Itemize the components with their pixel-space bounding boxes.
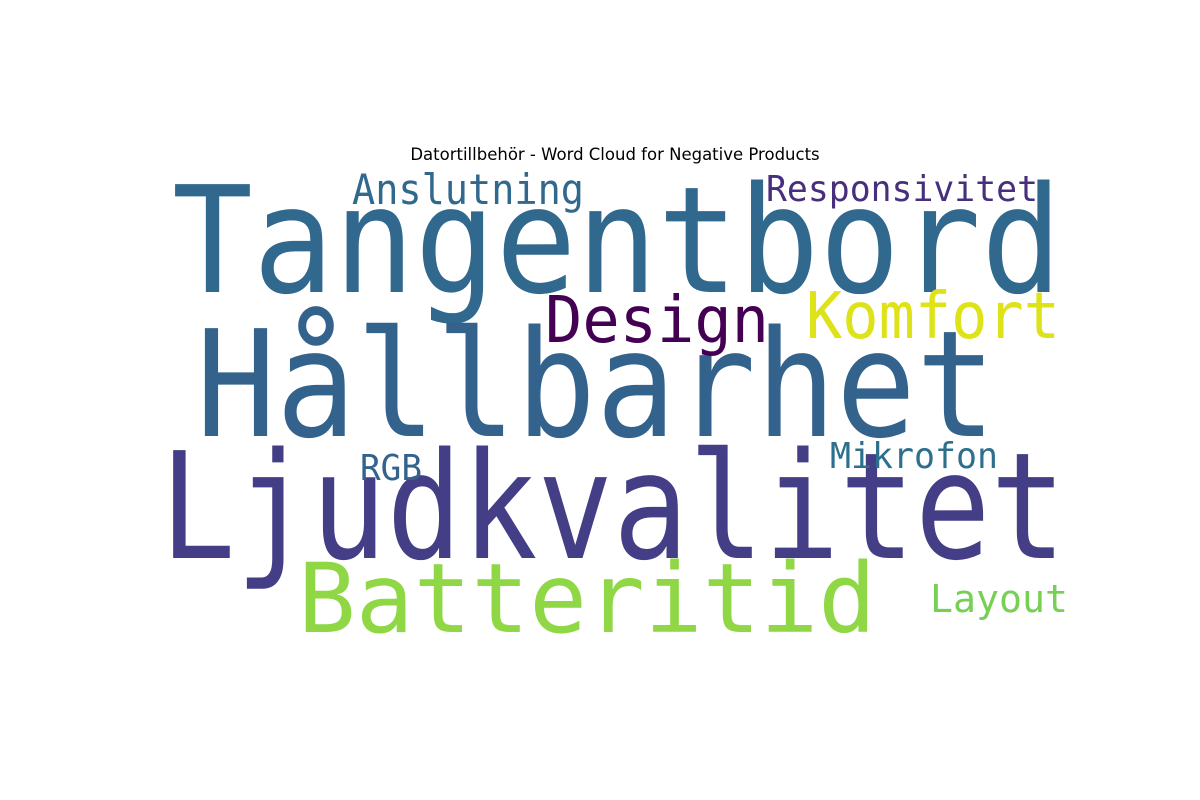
word-rgb: RGB [360, 448, 422, 489]
word-batteritid: Batteritid [298, 543, 876, 655]
word-komfort: Komfort [806, 280, 1060, 354]
chart-title: Datortillbehör - Word Cloud for Negative… [410, 145, 820, 164]
word-mikrofon: Mikrofon [830, 436, 998, 477]
word-responsivitet: Responsivitet [766, 169, 1038, 210]
word-ljudkvalitet: Ljudkvalitet [160, 421, 1066, 593]
word-h-llbarhet: Hållbarhet [196, 299, 996, 471]
word-layout: Layout [930, 577, 1068, 621]
word-tangentbord: Tangentbord [172, 155, 1062, 327]
word-anslutning: Anslutning [352, 165, 584, 214]
word-design: Design [545, 284, 769, 358]
